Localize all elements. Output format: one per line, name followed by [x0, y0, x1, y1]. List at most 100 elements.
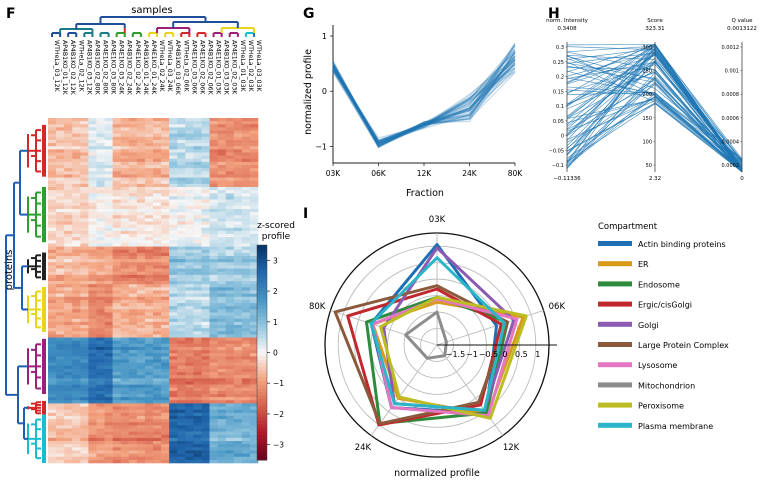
heatmap-cell: [64, 130, 73, 134]
heatmap-cell: [144, 365, 154, 370]
heatmap-cell: [233, 118, 243, 122]
heatmap-cell: [169, 343, 178, 348]
legend-label: Large Protein Complex: [638, 341, 729, 350]
heatmap-cell: [209, 256, 218, 260]
heatmap-cell: [128, 387, 138, 392]
heatmap-cell: [128, 321, 138, 326]
heatmap-cell: [201, 390, 210, 395]
heatmap-cell: [136, 284, 146, 288]
heatmap-cell: [112, 287, 121, 291]
colorbar-segment: [257, 359, 267, 364]
heatmap-cell: [193, 158, 202, 163]
heatmap-cell: [209, 296, 218, 301]
heatmap-cell: [48, 124, 57, 128]
heatmap-cell: [177, 230, 186, 235]
heatmap-cell: [80, 331, 89, 335]
heatmap-cell: [88, 321, 97, 326]
heatmap-cell: [72, 437, 81, 442]
heatmap-cell: [64, 387, 73, 392]
heatmap-cell: [241, 259, 251, 263]
colorbar-segment: [257, 406, 267, 411]
heatmap-cell: [249, 268, 259, 272]
heatmap-cell: [225, 387, 235, 392]
heatmap-cell: [112, 309, 121, 313]
heatmap-cell: [201, 215, 210, 219]
heatmap-cell: [249, 234, 259, 238]
heatmap-cell: [225, 268, 235, 272]
heatmap-cell: [64, 234, 73, 238]
heatmap-cell: [120, 284, 130, 288]
heatmap-cell: [88, 296, 97, 301]
heatmap-cell: [88, 400, 97, 404]
heatmap-cell: [225, 215, 235, 219]
profile-series-line: [332, 59, 516, 144]
heatmap-cell: [136, 350, 146, 354]
heatmap-cell: [153, 190, 162, 194]
heatmap-cell: [217, 171, 226, 175]
heatmap-cell: [217, 177, 226, 182]
heatmap-cell: [128, 428, 138, 432]
heatmap-cell: [153, 133, 162, 138]
heatmap-cell: [241, 437, 251, 442]
heatmap-cell: [161, 246, 170, 251]
heatmap-cell: [209, 284, 218, 288]
heatmap-cell: [104, 306, 113, 310]
heatmap-cell: [233, 334, 243, 338]
heatmap-cell: [104, 397, 113, 401]
heatmap-cell: [56, 155, 65, 160]
heatmap-cell: [177, 262, 186, 266]
heatmap-cell: [153, 353, 162, 357]
heatmap-cell: [193, 365, 202, 370]
heatmap-cell: [233, 155, 243, 160]
heatmap-cell: [72, 237, 81, 241]
heatmap-cell: [104, 196, 113, 200]
heatmap-cell: [233, 290, 243, 294]
heatmap-cell: [80, 459, 89, 464]
heatmap-cell: [169, 394, 178, 398]
sample-label: AP4E1KO_02_80K: [102, 40, 109, 95]
heatmap-cell: [136, 353, 146, 357]
heatmap-cell: [249, 212, 259, 216]
heatmap-cell: [209, 397, 218, 401]
heatmap-cell: [201, 124, 210, 128]
heatmap-cell: [209, 450, 218, 454]
heatmap-cell: [209, 368, 218, 373]
heatmap-cell: [120, 384, 130, 389]
heatmap-cell: [64, 284, 73, 288]
heatmap-cell: [96, 224, 105, 229]
heatmap-cell: [56, 218, 65, 222]
heatmap-cell: [120, 277, 130, 282]
sample-label: AP4E1KO_03_24K: [118, 40, 125, 95]
heatmap-cell: [217, 234, 226, 238]
heatmap-cell: [120, 256, 130, 260]
heatmap-cell: [161, 274, 170, 279]
heatmap-cell: [177, 133, 186, 138]
heatmap-cell: [169, 230, 178, 235]
heatmap-cell: [64, 337, 73, 341]
heatmap-cell: [120, 415, 130, 420]
heatmap-cell: [193, 343, 202, 348]
heatmap-cell: [201, 334, 210, 338]
heatmap-cell: [153, 259, 162, 263]
heatmap-cell: [169, 444, 178, 448]
heatmap-cell: [169, 321, 178, 326]
heatmap-cell: [193, 149, 202, 153]
heatmap-cell: [193, 139, 202, 144]
heatmap-cell: [80, 394, 89, 398]
heatmap-cell: [144, 441, 154, 445]
heatmap-cell: [225, 218, 235, 222]
heatmap-cell: [56, 224, 65, 229]
colorbar-segment: [257, 445, 267, 450]
heatmap-cell: [104, 265, 113, 269]
heatmap-cell: [241, 340, 251, 345]
heatmap-cell: [249, 165, 259, 169]
heatmap-cell: [177, 444, 186, 448]
heatmap-cell: [112, 431, 121, 436]
heatmap-cell: [233, 274, 243, 279]
heatmap-cell: [88, 199, 97, 203]
heatmap-cell: [177, 256, 186, 260]
heatmap-cell: [169, 397, 178, 401]
heatmap-cell: [56, 403, 65, 407]
heatmap-cell: [241, 158, 251, 163]
heatmap-cell: [48, 362, 57, 367]
